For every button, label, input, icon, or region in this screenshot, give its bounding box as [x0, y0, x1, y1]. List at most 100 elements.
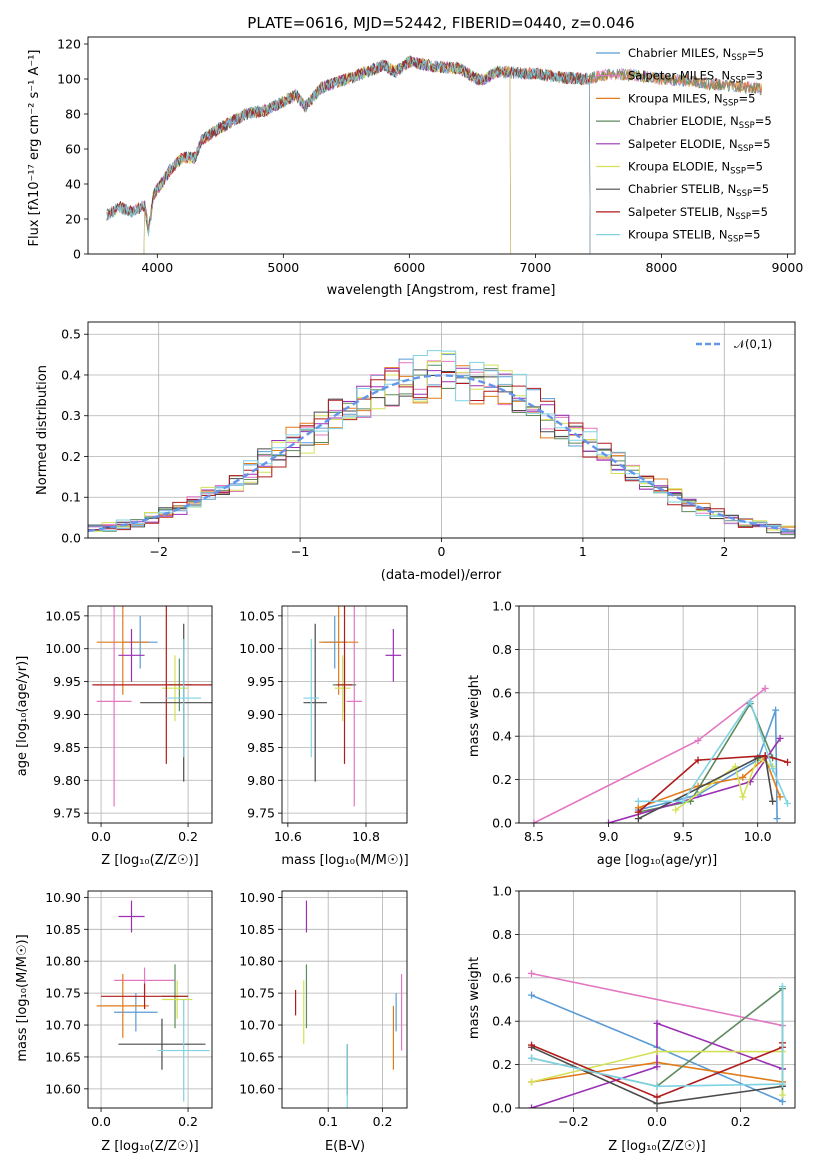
mass-vs-EBV-x-tick-label: 0.2: [373, 1114, 393, 1129]
age-vs-Z-plot-area: 0.0 0.2 9.75 9.80 9.85 9.90 9.95 10.00 10.05: [45, 605, 213, 844]
legend-label-sub: SSP: [730, 167, 746, 177]
residuals-y-tick-label: 0.5: [61, 327, 81, 342]
mass-weight-vs-age-x-tick-label: 9.0: [599, 829, 619, 844]
legend-label-n: =5: [743, 228, 760, 242]
legend-label-text: Kroupa MILES, N: [628, 91, 723, 105]
residuals-frame: [87, 321, 796, 539]
age-vs-mass-y-tick-label: 9.90: [247, 707, 275, 722]
age-vs-mass-ticks: 10.6 10.8 9.75 9.80 9.85 9.90 9.95 10.00 10.05: [239, 608, 380, 844]
legend-label-salpeter-miles: Salpeter MILES, NSSP=3: [628, 69, 763, 86]
mass-vs-EBV-y-tick-label: 10.65: [239, 1049, 275, 1064]
mass-weight-vs-Z-y-tick-label: 0.4: [492, 1014, 512, 1029]
legend-label-text: Salpeter ELODIE, N: [628, 137, 738, 151]
mass-vs-Z-panel: 0.0 0.2 10.60 10.65 10.70 10.75 10.80 10.85 10.9…: [15, 890, 213, 1154]
mass-weight-vs-age-kroupa-miles-marker: [776, 793, 784, 801]
mass-weight-vs-Z-data: [528, 969, 786, 1108]
mass-weight-vs-age-x-tick-label: 9.5: [673, 829, 693, 844]
gaussian-legend-label: 𝒩(0,1): [734, 337, 772, 351]
mass-weight-vs-age-chabrier-stelib-marker: [634, 815, 642, 823]
legend-label-text: Salpeter MILES, N: [628, 69, 730, 83]
mass-weight-vs-Z-salpeter-miles-line: [531, 972, 783, 1027]
mass-vs-Z-y-axis-label: mass [log₁₀(M/M☉)]: [15, 934, 30, 1061]
residuals-data: [88, 350, 795, 536]
residuals-x-tick-label: 0: [438, 544, 446, 559]
mass-weight-vs-age-salpeter-stelib-line: [637, 754, 788, 813]
spectrum-x-tick-label: 5000: [267, 260, 299, 275]
mass-vs-Z-y-tick-label: 10.80: [45, 954, 81, 969]
histogram-kroupa-miles: [88, 365, 795, 528]
age-vs-mass-y-tick-label: 9.85: [247, 740, 275, 755]
legend-label-text: Kroupa ELODIE, N: [628, 160, 730, 174]
mass-weight-vs-age-x-tick-label: 8.5: [524, 829, 544, 844]
spectrum-panel: PLATE=0616, MJD=52442, FIBERID=0440, z=0…: [27, 14, 803, 298]
age-vs-Z-x-tick-label: 0.0: [91, 829, 111, 844]
mass-weight-vs-age-salpeter-stelib-marker: [694, 756, 702, 764]
mass-weight-vs-Z-y-tick-label: 0.2: [492, 1057, 512, 1072]
mass-weight-vs-Z-kroupa-elodie-marker: [528, 1078, 536, 1086]
mass-weight-vs-age-chabrier-stelib-line: [638, 754, 774, 820]
mass-weight-vs-Z-salpeter-elodie-marker: [528, 1104, 536, 1108]
mass-weight-vs-Z-chabrier-stelib-marker: [653, 1100, 661, 1108]
age-vs-Z-data: [92, 606, 212, 807]
legend-label-sub: SSP: [730, 76, 746, 86]
mass-weight-vs-age-y-tick-label: 1.0: [492, 599, 512, 614]
age-vs-mass-data: [303, 606, 402, 807]
spectrum-y-axis-label: Flux [fλ10⁻¹⁷ erg cm⁻² s⁻¹ A⁻¹]: [27, 50, 42, 247]
mass-weight-vs-Z-kroupa-stelib-marker: [528, 1054, 536, 1062]
mass-vs-EBV-data: [294, 900, 403, 1108]
mass-weight-vs-Z-kroupa-elodie-marker: [778, 1091, 786, 1099]
mass-vs-Z-data: [96, 900, 210, 1102]
mass-vs-EBV-y-tick-label: 10.75: [239, 986, 275, 1001]
mass-weight-vs-age-salpeter-elodie-marker: [776, 734, 784, 742]
histogram-kroupa-elodie: [88, 353, 795, 532]
legend-label-n: =5: [751, 205, 768, 219]
mass-weight-vs-Z-y-tick-label: 0.6: [492, 970, 512, 985]
spectrum-kroupa-stelib-line: [106, 56, 762, 254]
mass-weight-vs-Z-salpeter-stelib-marker: [528, 1041, 536, 1049]
age-vs-mass-x-tick-label: 10.8: [352, 829, 380, 844]
age-vs-Z-y-tick-label: 9.95: [53, 674, 81, 689]
mass-weight-vs-age-kroupa-miles-marker: [739, 773, 747, 781]
age-vs-mass-y-tick-label: 10.05: [239, 608, 275, 623]
mass-weight-vs-Z-kroupa-elodie-marker: [653, 1048, 661, 1056]
mass-weight-vs-age-data: [530, 684, 792, 823]
mass-weight-vs-age-ticks: 8.5 9.0 9.5 10.0 0.0 0.2 0.4 0.6 0.8 1.0: [492, 599, 772, 845]
spectrum-kroupa-elodie-line: [106, 56, 762, 254]
age-vs-Z-y-tick-label: 10.05: [45, 608, 81, 623]
age-vs-Z-y-tick-label: 10.00: [45, 641, 81, 656]
age-vs-Z-y-axis-label: age [log₁₀(age/yr)]: [15, 656, 30, 777]
spectrum-x-tick-label: 4000: [141, 260, 173, 275]
residuals-x-tick-label: −1: [291, 544, 309, 559]
mass-weight-vs-Z-kroupa-stelib-line: [531, 986, 784, 1088]
legend-label-sub: SSP: [736, 189, 752, 199]
age-vs-Z-x-axis-label: Z [log₁₀(Z/Z☉)]: [101, 853, 198, 868]
mass-weight-vs-age-plot-area: 8.5 9.0 9.5 10.0 0.0 0.2 0.4 0.6 0.8 1.0: [492, 599, 796, 845]
mass-vs-EBV-x-tick-label: 0.1: [318, 1114, 338, 1129]
mass-weight-vs-Z-salpeter-elodie-marker: [653, 1063, 661, 1071]
age-vs-Z-frame: [87, 605, 213, 824]
mass-vs-Z-plot-area: 0.0 0.2 10.60 10.65 10.70 10.75 10.80 10.85 10.9…: [45, 890, 213, 1129]
legend-label-kroupa-miles: Kroupa MILES, NSSP=5: [628, 91, 755, 108]
legend-label-n: =5: [738, 91, 755, 105]
residuals-x-tick-label: 1: [579, 544, 587, 559]
residuals-ticks: −2 −1 0 1 2 0.0 0.1 0.2 0.3 0.4 0.5: [61, 327, 728, 559]
legend-label-n: =3: [746, 69, 763, 83]
legend-label-n: =5: [752, 182, 769, 196]
mass-weight-vs-age-panel: 8.5 9.0 9.5 10.0 0.0 0.2 0.4 0.6 0.8 1.0 age [log…: [467, 599, 796, 868]
mass-vs-EBV-ticks: 0.1 0.2 10.60 10.65 10.70 10.75 10.80 10.85 10.9…: [239, 890, 392, 1129]
age-vs-Z-panel: 0.0 0.2 9.75 9.80 9.85 9.90 9.95 10.00 10.05 Z […: [15, 605, 213, 868]
residuals-y-tick-label: 0.1: [61, 490, 81, 505]
gaussian-reference-curve: [88, 374, 795, 533]
mass-weight-vs-Z-panel: −0.2 0.0 0.2 0.0 0.2 0.4 0.6 0.8 1.0 Z [log₁₀(Z/…: [467, 884, 796, 1154]
mass-weight-vs-age-y-tick-label: 0.4: [492, 729, 512, 744]
age-vs-mass-y-tick-label: 10.00: [239, 641, 275, 656]
mass-weight-vs-age-y-tick-label: 0.6: [492, 685, 512, 700]
mass-weight-vs-Z-salpeter-stelib-marker: [653, 1093, 661, 1101]
legend-label-text: Chabrier MILES, N: [628, 46, 731, 60]
legend-label-n: =5: [755, 114, 772, 128]
age-vs-Z-y-tick-label: 9.75: [53, 806, 81, 821]
mass-weight-vs-Z-kroupa-stelib-marker: [653, 1082, 661, 1090]
age-vs-Z-y-tick-label: 9.90: [53, 707, 81, 722]
